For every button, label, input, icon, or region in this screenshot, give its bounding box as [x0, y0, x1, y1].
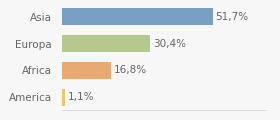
Bar	[62, 62, 111, 79]
Bar	[62, 35, 150, 52]
Text: 1,1%: 1,1%	[68, 92, 94, 102]
Bar	[62, 8, 213, 25]
Text: 30,4%: 30,4%	[153, 39, 186, 48]
Text: 16,8%: 16,8%	[114, 66, 147, 75]
Text: 51,7%: 51,7%	[216, 12, 249, 22]
Bar	[62, 89, 65, 106]
